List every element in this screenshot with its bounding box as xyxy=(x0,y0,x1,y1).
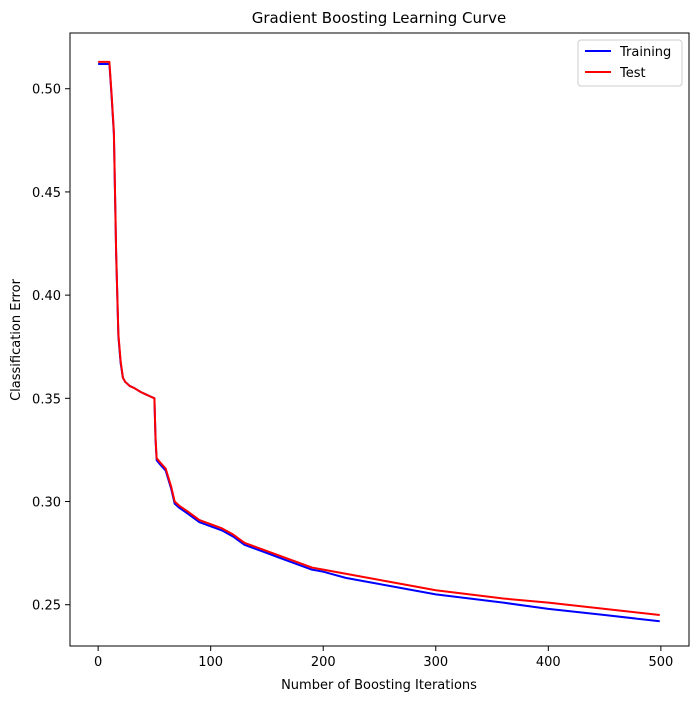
plot-frame xyxy=(69,32,690,647)
y-tick-label-2: 0.35 xyxy=(32,392,61,407)
legend-label-test: Test xyxy=(619,66,646,81)
y-tick-label-3: 0.40 xyxy=(32,289,61,304)
x-tick-label-400: 400 xyxy=(536,655,561,670)
x-axis: 0 100 200 300 400 500 xyxy=(94,646,673,670)
x-tick-label-200: 200 xyxy=(311,655,336,670)
y-tick-label-0: 0.25 xyxy=(32,599,61,614)
y-tick-label-1: 0.30 xyxy=(32,496,61,511)
x-tick-label-500: 500 xyxy=(648,655,673,670)
x-tick-label-0: 0 xyxy=(94,655,102,670)
series-layer xyxy=(98,60,660,623)
chart-title: Gradient Boosting Learning Curve xyxy=(252,9,507,27)
legend: Training Test xyxy=(577,39,683,87)
y-tick-label-4: 0.45 xyxy=(32,186,61,201)
plot-area xyxy=(69,32,690,647)
legend-label-training: Training xyxy=(619,45,671,60)
x-tick-label-100: 100 xyxy=(198,655,223,670)
x-tick-label-300: 300 xyxy=(423,655,448,670)
y-axis: 0.25 0.30 0.35 0.40 0.45 0.50 xyxy=(32,83,70,614)
series-line-test xyxy=(98,60,660,617)
x-axis-label: Number of Boosting Iterations xyxy=(281,678,477,693)
y-axis-label: Classification Error xyxy=(9,278,24,400)
y-tick-label-5: 0.50 xyxy=(32,83,61,98)
